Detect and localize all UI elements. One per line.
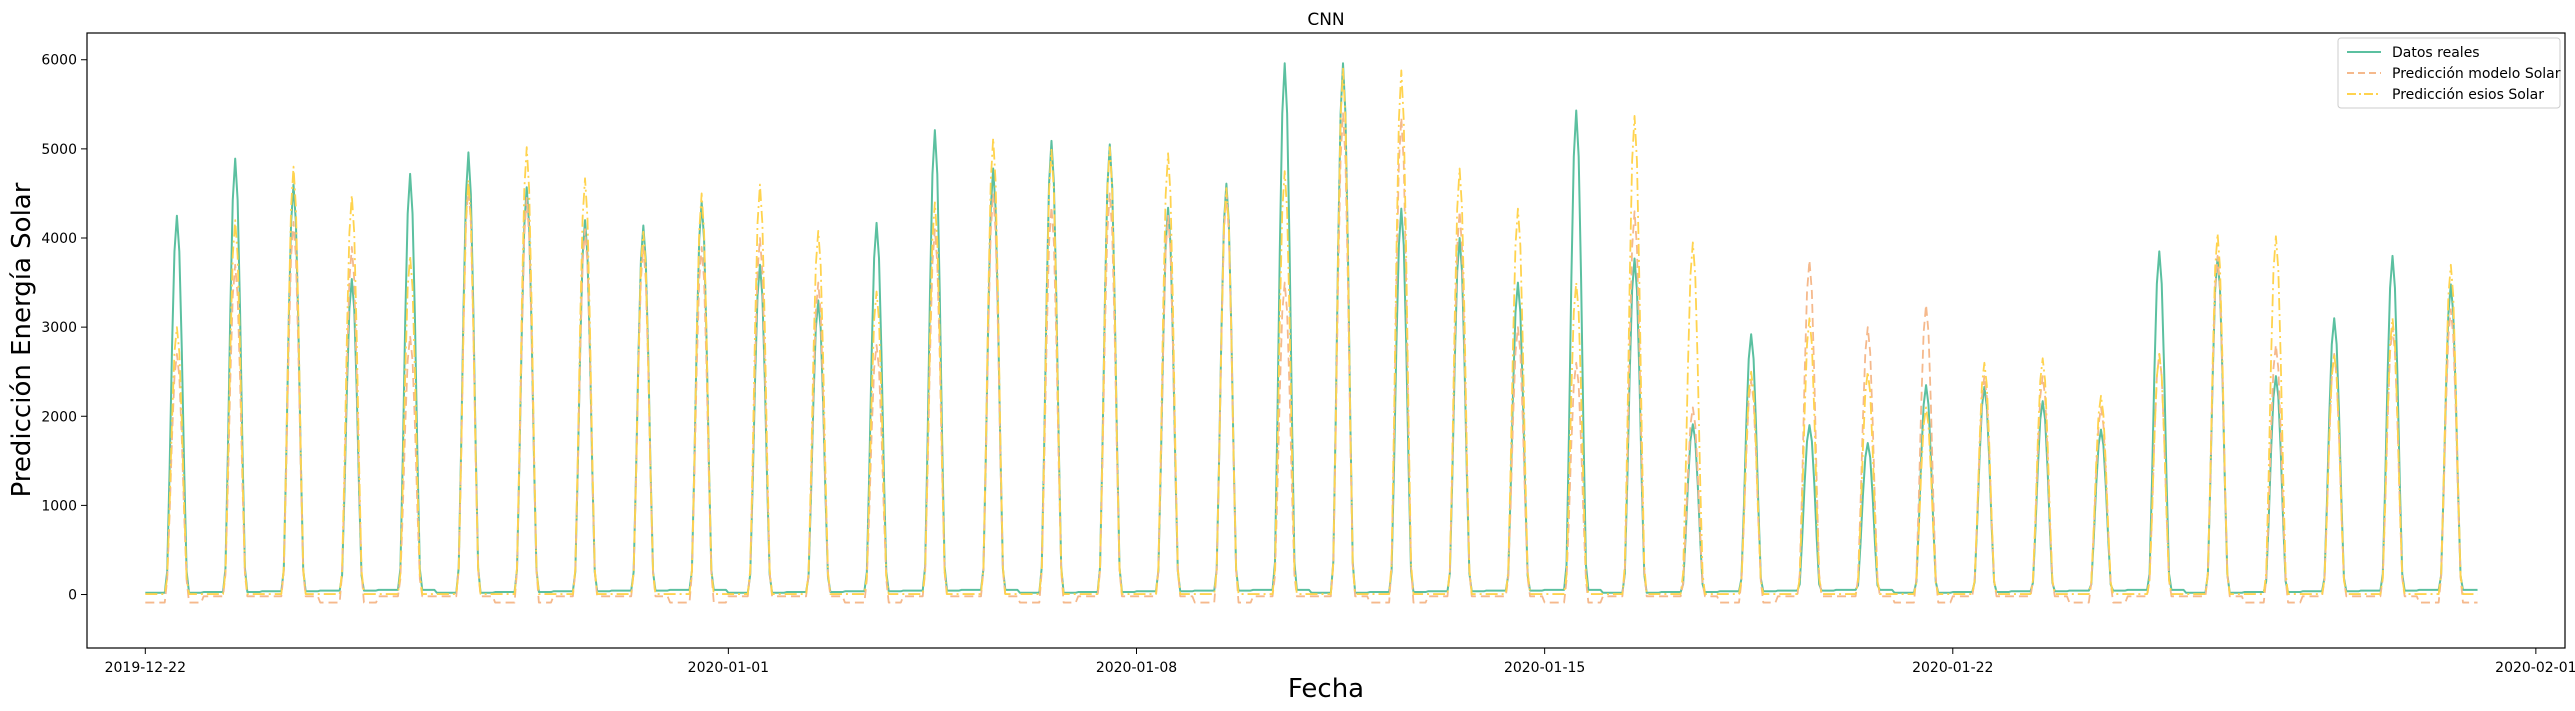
y-tick-label: 0 bbox=[68, 588, 77, 604]
legend-items: Datos reales Predicción modelo Solar Predi… bbox=[2347, 45, 2561, 103]
axes-frame bbox=[86, 32, 2566, 649]
series-line-3 bbox=[145, 67, 2478, 595]
y-axis-label: Predicción Energía Solar bbox=[7, 182, 37, 497]
y-axis-ticks: 0 1000 2000 3000 4000 5000 6000 bbox=[41, 53, 87, 604]
x-tick-label: 2020-01-22 bbox=[1912, 660, 1993, 676]
legend-box bbox=[2337, 37, 2561, 109]
y-tick-label: 5000 bbox=[41, 142, 77, 158]
x-tick-label: 2020-01-15 bbox=[1504, 660, 1585, 676]
series-layer bbox=[145, 62, 2478, 604]
chart-title: CNN bbox=[1307, 10, 1344, 30]
y-tick-label: 1000 bbox=[41, 498, 77, 514]
y-tick-label: 3000 bbox=[41, 320, 77, 336]
x-tick-label: 2020-01-08 bbox=[1096, 660, 1177, 676]
legend-label: Predicción esios Solar bbox=[2392, 87, 2544, 103]
y-tick-label: 4000 bbox=[41, 231, 77, 247]
legend: Datos reales Predicción modelo Solar Predi… bbox=[2337, 37, 2561, 109]
x-tick-label: 2020-01-01 bbox=[688, 660, 769, 676]
y-tick-label: 2000 bbox=[41, 409, 77, 425]
legend-label: Datos reales bbox=[2392, 45, 2480, 61]
x-axis-ticks: 2019-12-22 2020-01-01 2020-01-08 2020-01-15… bbox=[105, 648, 2575, 676]
y-tick-label: 6000 bbox=[41, 53, 77, 69]
x-axis-label: Fecha bbox=[1288, 674, 1364, 704]
x-tick-label: 2020-02-01 bbox=[2495, 660, 2575, 676]
plot-area: 2019-12-22 2020-01-01 2020-01-08 2020-01-15… bbox=[41, 32, 2575, 676]
x-tick-label: 2019-12-22 bbox=[105, 660, 186, 676]
legend-label: Predicción modelo Solar bbox=[2392, 66, 2561, 82]
